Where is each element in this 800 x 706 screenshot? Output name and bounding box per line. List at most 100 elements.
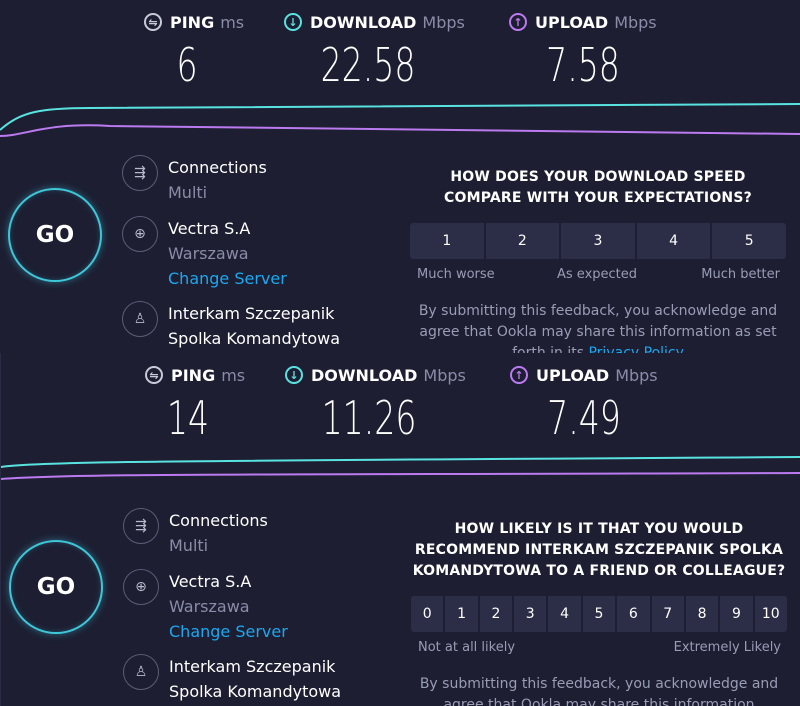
provider-name-line1: Interkam Szczepanik [168,304,335,323]
upload-arrow-icon: ↑ [510,366,528,384]
rating-option[interactable]: 3 [514,596,549,632]
download-stat: ↓ DOWNLOAD Mbps 22.58 [284,10,465,92]
speedtest-result-panel-2: ⇋ PING ms 14 ↓ DOWNLOAD Mbps 11.26 ↑ UPL… [0,353,800,706]
server-name: Vectra S.A [168,219,251,238]
upload-unit: Mbps [615,365,658,385]
provider-name-line1: Interkam Szczepanik [169,657,336,676]
connections-title: Connections [169,511,268,530]
upload-value: 7.58 [546,38,620,92]
provider-name-line2: Spolka Komandytowa [169,682,342,701]
stats-bar: ⇋ PING ms 6 ↓ DOWNLOAD Mbps 22.58 ↑ UPLO… [0,0,800,110]
upload-unit: Mbps [614,12,657,32]
ping-stat: ⇋ PING ms 14 [145,363,246,445]
connections-arrows-icon[interactable]: ⇶ [123,508,159,544]
rating-option[interactable]: 5 [744,233,754,249]
download-arrow-icon: ↓ [284,13,302,31]
user-icon: ♙ [123,654,159,690]
upload-value: 7.49 [547,391,621,445]
provider-name-line2: Spolka Komandytowa [168,329,341,348]
rating-option[interactable]: 4 [637,223,713,259]
download-graph-line [1,456,800,468]
scale-label-left: Much worse [417,267,495,282]
rating-option[interactable]: 7 [652,596,686,632]
disclaimer-text: By submitting this feedback, you acknowl… [418,303,778,353]
rating-scale: 0 1 2 3 4 5 6 7 8 9 10 [411,596,787,632]
download-label: DOWNLOAD [310,12,417,32]
connections-row: ⇶ Connections Multi [122,155,267,205]
ping-label: PING [171,365,216,385]
connections-arrows-icon[interactable]: ⇶ [122,155,158,191]
server-location: Warszawa [168,244,249,263]
rating-option[interactable]: 1 [445,596,480,632]
upload-stat: ↑ UPLOAD Mbps 7.49 [510,363,658,445]
scale-labels: Much worse As expected Much better [410,267,786,285]
ping-value: 6 [176,38,198,92]
globe-icon: ⊕ [122,216,158,252]
download-label: DOWNLOAD [311,365,418,385]
scale-label-right: Extremely Likely [673,640,781,655]
ping-icon: ⇋ [145,366,163,384]
connections-value: Multi [168,183,208,202]
upload-arrow-icon: ↑ [509,13,527,31]
download-value: 22.58 [320,38,416,92]
upload-label: UPLOAD [536,365,610,385]
ping-value: 14 [166,391,210,445]
rating-option[interactable]: 1 [410,223,486,259]
go-button[interactable]: GO [9,540,103,634]
rating-option[interactable]: 8 [686,596,721,632]
download-unit: Mbps [422,12,465,32]
survey-question: HOW DOES YOUR DOWNLOAD SPEED COMPARE WIT… [444,169,752,206]
server-row: ⊕ Vectra S.A Warszawa Change Server [122,216,287,291]
download-value: 11.26 [321,391,417,445]
feedback-survey: HOW DOES YOUR DOWNLOAD SPEED COMPARE WIT… [410,167,786,353]
ping-unit: ms [220,12,245,32]
change-server-link[interactable]: Change Server [168,269,287,288]
rating-option[interactable]: 0 [411,596,446,632]
ping-stat: ⇋ PING ms 6 [144,10,245,92]
scale-label-mid: As expected [557,267,638,282]
upload-graph-line [0,124,800,137]
rating-scale: 1 2 3 4 5 [410,223,786,259]
connections-row: ⇶ Connections Multi [123,508,268,558]
feedback-survey: HOW LIKELY IS IT THAT YOU WOULD RECOMMEN… [411,519,787,706]
upload-label: UPLOAD [535,12,609,32]
speedtest-result-panel-1: ⇋ PING ms 6 ↓ DOWNLOAD Mbps 22.58 ↑ UPLO… [0,0,800,353]
connections-value: Multi [169,536,209,555]
privacy-policy-link[interactable]: Privacy Policy [588,345,684,353]
ping-icon: ⇋ [144,13,162,31]
server-row: ⊕ Vectra S.A Warszawa Change Server [123,569,288,644]
scale-labels: Not at all likely Extremely Likely [411,640,787,658]
rating-option[interactable]: 10 [761,606,780,622]
globe-icon: ⊕ [123,569,159,605]
rating-option[interactable]: 6 [617,596,652,632]
speed-graph-lines [0,103,800,137]
download-stat: ↓ DOWNLOAD Mbps 11.26 [285,363,466,445]
speed-graph-lines [1,456,800,480]
server-location: Warszawa [169,597,250,616]
rating-option[interactable]: 9 [720,596,755,632]
rating-option[interactable]: 4 [548,596,583,632]
ping-unit: ms [221,365,246,385]
ping-label: PING [170,12,215,32]
upload-stat: ↑ UPLOAD Mbps 7.58 [509,10,657,92]
rating-option[interactable]: 5 [583,596,618,632]
scale-label-right: Much better [701,267,780,282]
download-unit: Mbps [423,365,466,385]
survey-question: HOW LIKELY IS IT THAT YOU WOULD RECOMMEN… [412,521,786,579]
go-button[interactable]: GO [8,188,102,282]
rating-option[interactable]: 2 [480,596,515,632]
provider-row: ♙ Interkam Szczepanik Spolka Komandytowa [123,654,341,704]
feedback-disclaimer: By submitting this feedback, you acknowl… [410,301,786,353]
download-graph-line [0,103,800,131]
upload-graph-line [1,472,800,480]
stats-bar: ⇋ PING ms 14 ↓ DOWNLOAD Mbps 11.26 ↑ UPL… [1,353,800,463]
rating-option[interactable]: 2 [486,223,562,259]
disclaimer-text: By submitting this feedback, you acknowl… [419,676,779,706]
change-server-link[interactable]: Change Server [169,622,288,641]
rating-option[interactable]: 3 [561,223,637,259]
server-name: Vectra S.A [169,572,252,591]
connections-title: Connections [168,158,267,177]
download-arrow-icon: ↓ [285,366,303,384]
user-icon: ♙ [122,301,158,337]
provider-row: ♙ Interkam Szczepanik Spolka Komandytowa [122,301,340,351]
